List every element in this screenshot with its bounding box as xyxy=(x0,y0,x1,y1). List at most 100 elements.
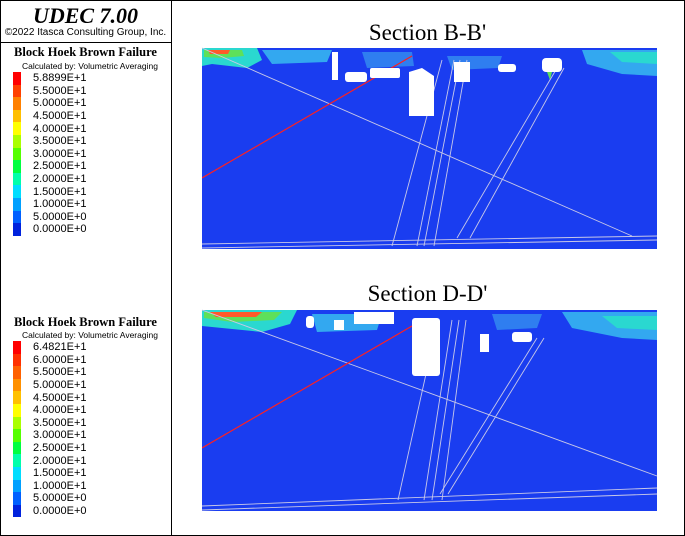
legend-value: 2.5000E+1 xyxy=(33,442,87,455)
legend-entry: 5.8899E+1 xyxy=(13,72,87,85)
legend-swatch xyxy=(13,353,21,367)
opening xyxy=(370,68,400,78)
legend-swatch xyxy=(13,378,21,392)
legend-swatch xyxy=(13,210,21,224)
opening xyxy=(542,58,562,72)
legend-entry: 4.5000E+1 xyxy=(13,391,87,404)
legend-value: 4.0000E+1 xyxy=(33,404,87,417)
legend-entry: 6.0000E+1 xyxy=(13,353,87,367)
legend-entry: 5.5000E+1 xyxy=(13,366,87,379)
legend-swatch xyxy=(13,366,21,379)
opening xyxy=(498,64,516,72)
legend-entry: 2.5000E+1 xyxy=(13,160,87,173)
legend-entry: 5.0000E+1 xyxy=(13,378,87,392)
legend-entry: 1.0000E+1 xyxy=(13,198,87,211)
joint-set xyxy=(202,309,658,511)
legend-entry: 4.0000E+1 xyxy=(13,404,87,417)
legend-entry: 5.0000E+0 xyxy=(13,492,87,505)
legend-value: 1.5000E+1 xyxy=(33,185,87,198)
panel-divider xyxy=(171,0,172,536)
legend-entry: 2.5000E+1 xyxy=(13,441,87,455)
opening xyxy=(332,52,338,80)
legend-swatch xyxy=(13,97,21,110)
legend-value: 2.0000E+1 xyxy=(33,173,87,186)
legend-swatch xyxy=(13,479,21,493)
legend-value: 5.5000E+1 xyxy=(33,366,87,379)
excavations xyxy=(306,312,532,376)
legend-title: Block Hoek Brown Failure xyxy=(14,45,157,59)
legend-value: 6.4821E+1 xyxy=(33,341,87,354)
legend-entry: 5.0000E+0 xyxy=(13,210,87,224)
legend-entry: 2.0000E+1 xyxy=(13,454,87,467)
legend-entry: 4.5000E+1 xyxy=(13,109,87,123)
legend-entry: 1.5000E+1 xyxy=(13,467,87,480)
failure-zone xyxy=(492,314,542,330)
failure-zone xyxy=(210,312,262,317)
opening xyxy=(345,72,367,82)
legend-value: 4.5000E+1 xyxy=(33,110,87,123)
legend-value: 5.5000E+1 xyxy=(33,84,87,97)
legend-entry: 4.0000E+1 xyxy=(13,122,87,135)
legend-swatch xyxy=(13,404,21,417)
legend-entry: 3.5000E+1 xyxy=(13,416,87,430)
legend-value: 1.0000E+1 xyxy=(33,479,87,492)
legend-value: 6.0000E+1 xyxy=(33,353,87,366)
legend-title: Block Hoek Brown Failure xyxy=(14,315,157,329)
legend-value: 2.0000E+1 xyxy=(33,454,87,467)
legend-entry: 5.5000E+1 xyxy=(13,84,87,98)
opening xyxy=(480,334,489,352)
section-title: Section B-B' xyxy=(368,20,487,45)
section-bb-plot xyxy=(202,47,658,249)
copyright-text: ©2022 Itasca Consulting Group, Inc. xyxy=(4,27,167,38)
opening xyxy=(354,312,394,324)
opening xyxy=(306,316,314,328)
legend-value: 5.8899E+1 xyxy=(33,72,87,85)
legend-swatch xyxy=(13,504,21,518)
legend-entry: 0.0000E+0 xyxy=(13,223,87,236)
legend-swatch xyxy=(13,109,21,123)
legend-swatch xyxy=(13,429,21,442)
rock-mass xyxy=(202,48,657,249)
legend-value: 0.0000E+0 xyxy=(33,505,87,518)
legend-swatch xyxy=(13,72,21,85)
legend-swatch xyxy=(13,441,21,455)
legend-entry: 3.5000E+1 xyxy=(13,135,87,148)
legend-value: 5.0000E+1 xyxy=(33,379,87,392)
legend-swatch xyxy=(13,160,21,173)
excavations xyxy=(332,52,562,116)
legend-value: 2.5000E+1 xyxy=(33,160,87,173)
legend-entry: 2.0000E+1 xyxy=(13,172,87,186)
legend-value: 5.0000E+0 xyxy=(33,210,87,223)
legend-value: 1.5000E+1 xyxy=(33,467,87,480)
legend-value: 3.0000E+1 xyxy=(33,429,87,442)
legend-swatch xyxy=(13,223,21,236)
legend-swatch xyxy=(13,467,21,480)
opening xyxy=(409,68,434,116)
legend-swatch xyxy=(13,84,21,98)
opening xyxy=(412,318,440,376)
legend-entry: 6.4821E+1 xyxy=(13,341,87,354)
app-title: UDEC 7.00 xyxy=(32,3,139,28)
rock-mass xyxy=(202,310,657,511)
failure-zone xyxy=(362,52,414,68)
opening xyxy=(334,320,344,330)
failure-zone xyxy=(610,52,657,64)
legend-swatch xyxy=(13,172,21,186)
legend-value: 3.5000E+1 xyxy=(33,135,87,148)
legend-separator xyxy=(0,42,171,43)
legend-entry: 3.0000E+1 xyxy=(13,147,87,161)
legend-swatch xyxy=(13,147,21,161)
section-title: Section D-D' xyxy=(367,281,488,306)
opening xyxy=(512,332,532,342)
legend-value: 0.0000E+0 xyxy=(33,223,87,236)
legend-swatch xyxy=(13,122,21,135)
legend-swatch xyxy=(13,185,21,198)
legend-value: 5.0000E+1 xyxy=(33,97,87,110)
legend-swatch xyxy=(13,341,21,354)
legend-swatch xyxy=(13,454,21,467)
legend-swatch xyxy=(13,135,21,148)
fault-line xyxy=(202,325,413,449)
failure-zone xyxy=(262,50,332,64)
legend-subtitle: Calculated by: Volumetric Averaging xyxy=(22,330,158,340)
failure-zone xyxy=(602,316,657,330)
